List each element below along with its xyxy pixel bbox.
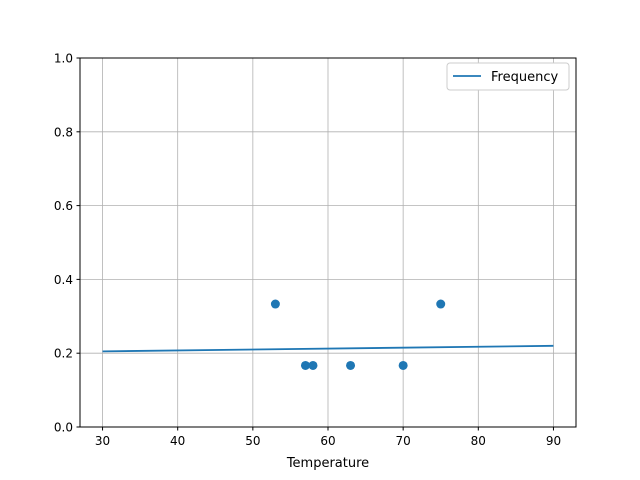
x-tick-label: 70 [396,434,411,448]
x-tick-label: 80 [471,434,486,448]
x-tick-label: 90 [546,434,561,448]
x-tick-label: 50 [245,434,260,448]
scatter-point [346,360,356,370]
legend-label: Frequency [491,70,558,85]
y-tick-label: 0.8 [54,125,73,139]
x-tick-label: 60 [320,434,335,448]
frequency-line [102,344,554,353]
x-tick-label: 30 [95,434,110,448]
scatter-point [398,360,408,370]
marks [102,299,554,370]
scatter-point [300,360,310,370]
grid [80,57,576,428]
y-tick-label: 0.0 [54,421,73,435]
scatter-point [308,360,318,370]
y-tick-label: 1.0 [54,52,73,66]
y-tick-label: 0.4 [54,273,73,287]
y-tick-label: 0.6 [54,199,73,213]
scatter-point [270,299,280,309]
legend-box [446,62,570,91]
ticks: 30 40 50 60 70 80 90 0.0 0.2 0.4 0.6 0.8 1.0 [54,52,561,449]
x-axis-label: Temperature [286,456,369,471]
y-tick-label: 0.2 [54,347,73,361]
x-tick-label: 40 [170,434,185,448]
legend: Frequency [446,62,570,91]
scatter-point [436,299,446,309]
